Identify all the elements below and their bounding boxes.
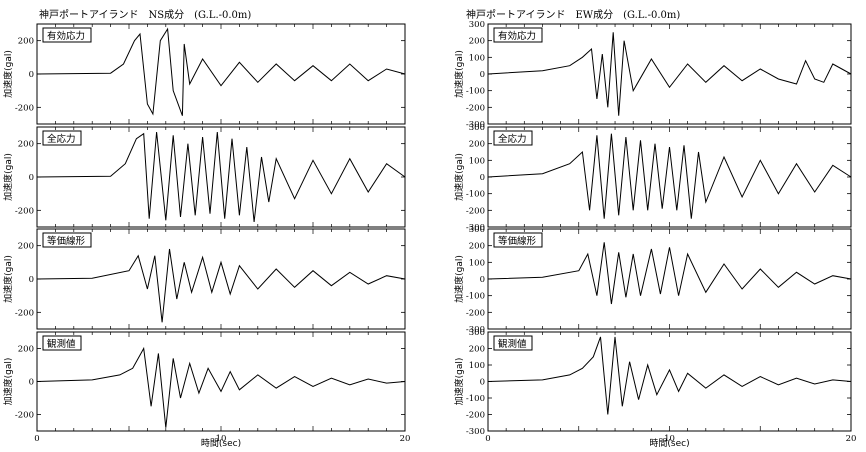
col1-panel2-ytick-label-1: -200 [466,308,485,318]
col1-panel1-label-box [493,130,533,146]
col0-panel3-ytick-label-2: 200 [18,345,34,355]
col0-panel1-ytick-label-0: -200 [15,206,34,216]
col0-panel3-ytick-label-0: -200 [15,411,34,421]
col0-panel1-ytick-label-2: 200 [18,140,34,150]
col1-panel3-ytick-label-3: 0 [480,378,485,388]
col0-panel2-ylabel: 加速度(gal) [2,255,14,303]
col1-panel1-label: 全応力 [498,133,527,145]
col1-panel0-ytick-label-3: 0 [480,70,485,80]
col0-panel1-ytick-label-1: 0 [29,173,34,183]
col0-panel3-ytick-label-1: 0 [29,378,34,388]
col0-panel0-frame [36,23,406,125]
col1-panel3-ylabel: 加速度(gal) [453,358,465,406]
col1-panel3-ytick-label-5: 200 [469,345,485,355]
col1-panel3-xtick-label-1: 10 [664,434,675,444]
col0-panel0-waveform [36,27,406,116]
col1-panel2-label-box [493,232,543,248]
col0-panel3-xtick-label-1: 10 [216,434,227,444]
col0-panel3-xtick-label-0: 0 [34,434,39,444]
col0-panel2-ytick-label-2: 200 [18,242,34,252]
col0-panel0-ytick-label-1: 0 [29,70,34,80]
col1-panel3-ytick-label-2: -100 [466,394,485,404]
col0-panel2-waveform [36,248,406,323]
col1-panel1-ytick-label-2: -100 [466,190,485,200]
col1-panel3-label-box [493,335,533,351]
col1-panel0-label: 有効応力 [498,30,536,42]
col1-panel3-frame [487,331,852,432]
col1-panel0-waveform [487,32,852,116]
col0-panel3-waveform [36,346,406,428]
right-column-title: 神戸ポートアイランド EW成分 (G.L.-0.0m) [466,10,681,21]
col1-panel3-label: 観測値 [498,338,527,350]
col0-panel1-waveform [36,131,406,223]
col0-panel0-label: 有効応力 [47,30,85,42]
col0-panel3-ylabel: 加速度(gal) [2,358,14,406]
col1-panel0-ylabel: 加速度(gal) [453,50,465,98]
col0-panel0-label-box [42,27,92,43]
col1-panel0-ytick-label-2: -100 [466,87,485,97]
col0-panel2-frame [36,228,406,330]
col1-panel1-ytick-label-5: 200 [469,140,485,150]
col1-panel1-ytick-label-0: -300 [466,223,485,233]
col1-panel2-ytick-label-6: 300 [469,225,485,235]
col1-panel1-ytick-label-6: 300 [469,123,485,133]
col0-panel3-frame [36,331,406,432]
col1-panel3-waveform [487,336,852,415]
col1-panel3-xtick-label-0: 0 [485,434,490,444]
col1-panel1-ytick-label-3: 0 [480,173,485,183]
col1-panel2-ytick-label-4: 100 [469,258,485,268]
col0-panel3-label: 観測値 [47,338,76,350]
col1-panel2-ytick-label-3: 0 [480,275,485,285]
col1-panel3-ytick-label-0: -300 [466,427,485,437]
col1-panel2-ytick-label-5: 200 [469,242,485,252]
col1-panel2-waveform [487,242,852,305]
left-column-title: 神戸ポートアイランド NS成分 (G.L.-0.0m) [39,10,252,21]
col0-panel1-ylabel: 加速度(gal) [2,153,14,201]
col0-panel1-label: 全応力 [47,133,76,145]
col1-panel3-xtick-label-2: 20 [846,434,857,444]
col0-panel2-label: 等価線形 [47,235,86,247]
col1-xlabel: 時間(sec) [649,438,689,449]
col1-panel1-ytick-label-1: -200 [466,206,485,216]
col0-panel2-ytick-label-1: 0 [29,275,34,285]
col1-panel1-waveform [487,133,852,219]
col1-panel0-label-box [493,27,543,43]
col1-panel1-ylabel: 加速度(gal) [453,153,465,201]
col1-panel1-frame [487,126,852,228]
col1-panel2-label: 等価線形 [498,235,537,247]
col0-panel3-xtick-label-2: 20 [400,434,411,444]
col1-panel2-ytick-label-0: -300 [466,325,485,335]
col1-panel0-ytick-label-6: 300 [469,20,485,30]
col1-panel3-ytick-label-4: 100 [469,361,485,371]
col0-panel0-ylabel: 加速度(gal) [2,50,14,98]
col0-panel2-label-box [42,232,92,248]
col0-panel3-label-box [42,335,82,351]
col0-panel0-ytick-label-2: 200 [18,37,34,47]
col1-panel2-ytick-label-2: -100 [466,292,485,302]
col1-panel3-ytick-label-1: -200 [466,411,485,421]
col1-panel3-ytick-label-6: 300 [469,328,485,338]
col0-panel0-ytick-label-0: -200 [15,103,34,113]
col1-panel0-ytick-label-0: -300 [466,120,485,130]
col1-panel1-ytick-label-4: 100 [469,156,485,166]
col0-xlabel: 時間(sec) [201,438,241,449]
col1-panel0-ytick-label-4: 100 [469,53,485,63]
col1-panel2-ylabel: 加速度(gal) [453,255,465,303]
col1-panel0-ytick-label-5: 200 [469,37,485,47]
col0-panel2-ytick-label-0: -200 [15,308,34,318]
col1-panel0-ytick-label-1: -200 [466,103,485,113]
col0-panel1-label-box [42,130,82,146]
